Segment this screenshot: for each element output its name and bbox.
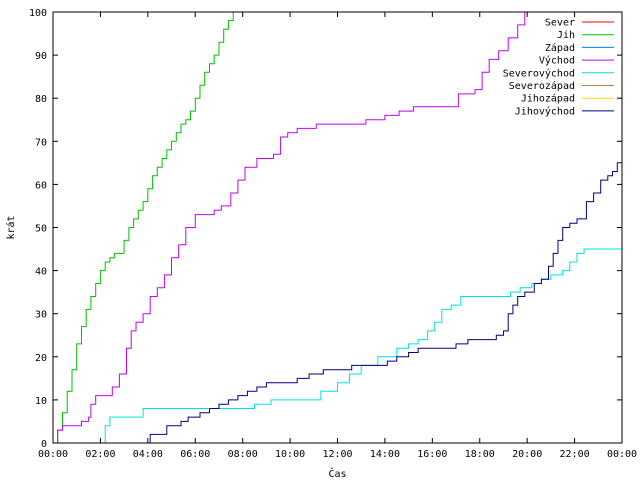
y-tick-label: 80 — [35, 94, 47, 105]
y-axis-label: krát — [5, 215, 17, 239]
y-axis: 0 10 20 30 40 50 60 70 80 90 100 — [29, 8, 622, 450]
legend-label: Severovýchod — [503, 67, 575, 79]
x-axis: 00:00 02:00 04:00 06:00 08:00 10:00 12:00 14:00… — [38, 12, 637, 460]
legend-label: Východ — [539, 55, 575, 67]
legend-label: Jih — [557, 30, 575, 41]
series-line-jihovýchod — [53, 154, 622, 444]
x-tick-label: 00:00 — [607, 449, 637, 460]
x-tick-label: 18:00 — [465, 449, 495, 460]
y-tick-label: 0 — [41, 439, 47, 450]
legend: SeverJihZápadVýchodSeverovýchodSeverozáp… — [503, 18, 614, 117]
x-tick-label: 08:00 — [228, 449, 258, 460]
y-tick-label: 20 — [35, 353, 47, 364]
series-line-východ — [53, 11, 530, 444]
y-tick-label: 50 — [35, 224, 47, 235]
y-tick-label: 30 — [35, 310, 47, 321]
x-tick-label: 10:00 — [275, 449, 305, 460]
x-tick-label: 12:00 — [322, 449, 352, 460]
series-line-jih — [53, 11, 245, 444]
x-tick-label: 14:00 — [370, 449, 400, 460]
legend-label: Severozápad — [509, 80, 575, 92]
x-axis-label: Čas — [328, 467, 346, 480]
legend-label: Sever — [545, 18, 575, 29]
y-tick-label: 90 — [35, 51, 47, 62]
x-tick-label: 02:00 — [85, 449, 115, 460]
y-tick-label: 60 — [35, 180, 47, 191]
legend-label: Západ — [545, 42, 575, 54]
x-tick-label: 00:00 — [38, 449, 68, 460]
x-tick-label: 06:00 — [180, 449, 210, 460]
y-tick-label: 70 — [35, 137, 47, 148]
y-tick-label: 100 — [29, 8, 47, 19]
legend-label: Jihovýchod — [515, 105, 575, 117]
plot-lines — [53, 11, 622, 444]
x-tick-label: 04:00 — [133, 449, 163, 460]
x-tick-label: 16:00 — [417, 449, 447, 460]
legend-label: Jihozápad — [521, 93, 575, 105]
y-tick-label: 10 — [35, 396, 47, 407]
x-tick-label: 20:00 — [512, 449, 542, 460]
y-tick-label: 40 — [35, 267, 47, 278]
x-tick-label: 22:00 — [560, 449, 590, 460]
